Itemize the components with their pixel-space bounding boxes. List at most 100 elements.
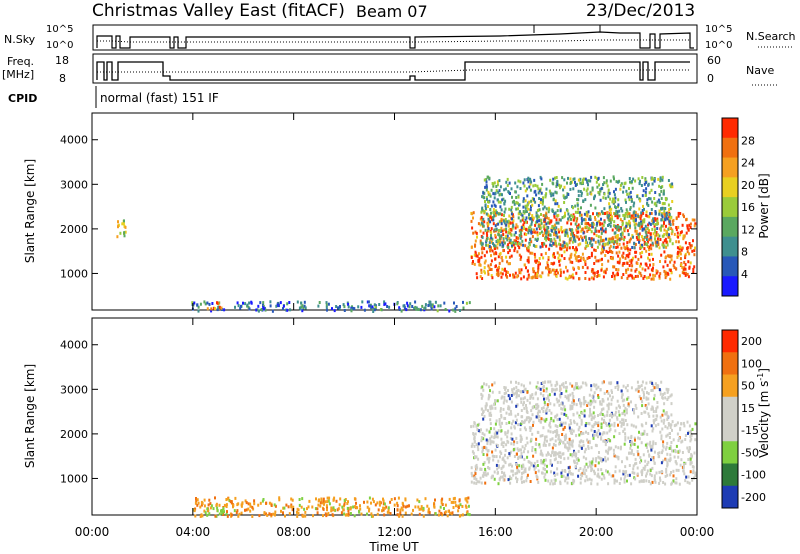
power-colorbar-label: Power [dB]	[757, 173, 771, 238]
power-cell	[481, 277, 484, 280]
velocity-cell	[484, 467, 487, 471]
velocity-cell	[607, 397, 609, 401]
power-cell	[374, 304, 377, 308]
velocity-cell	[226, 510, 228, 514]
power-cell	[522, 181, 525, 185]
velocity-cell	[214, 514, 217, 518]
velocity-cell	[508, 475, 511, 479]
velocity-cell	[487, 397, 490, 401]
power-cell	[372, 307, 375, 311]
velocity-colorbar-tick-label: 100	[741, 357, 762, 370]
velocity-cell	[418, 500, 421, 504]
velocity-cell	[578, 386, 581, 390]
power-cell	[654, 223, 657, 226]
power-cell	[545, 228, 548, 232]
power-cell	[505, 180, 508, 184]
power-cell	[635, 236, 638, 239]
power-cell	[500, 271, 502, 275]
velocity-cell	[644, 443, 647, 447]
power-cell	[616, 260, 619, 264]
velocity-cell	[487, 466, 490, 469]
power-cell	[649, 197, 652, 201]
power-cell	[554, 202, 557, 206]
velocity-cell	[553, 471, 556, 475]
velocity-cell	[489, 442, 492, 446]
velocity-cell	[600, 425, 603, 429]
power-cell	[383, 300, 386, 304]
power-cell	[656, 233, 659, 237]
power-cell	[558, 235, 561, 239]
power-cell	[489, 220, 492, 224]
velocity-cell	[553, 478, 556, 482]
velocity-cell	[512, 442, 515, 446]
power-cell	[618, 238, 621, 242]
power-cell	[628, 192, 631, 196]
power-cell	[530, 240, 533, 244]
power-cell	[490, 204, 493, 208]
velocity-cell	[626, 423, 629, 427]
power-cell	[671, 219, 674, 223]
power-cell	[530, 222, 533, 226]
velocity-cell	[480, 468, 483, 471]
power-cell	[654, 240, 657, 244]
power-cell	[481, 251, 484, 255]
velocity-cell	[490, 404, 493, 408]
power-cell	[668, 218, 671, 222]
velocity-cell	[272, 512, 275, 516]
velocity-cell	[682, 465, 685, 469]
power-cell	[684, 271, 687, 275]
velocity-cell	[608, 446, 611, 450]
power-cell	[662, 202, 665, 205]
velocity-cell	[666, 426, 669, 430]
power-cell	[524, 244, 527, 248]
velocity-cell	[562, 441, 565, 445]
velocity-cell	[484, 481, 487, 485]
velocity-cell	[570, 421, 573, 425]
power-cell	[487, 190, 490, 194]
velocity-cell	[465, 505, 468, 509]
velocity-cell	[203, 498, 206, 502]
power-cell	[634, 243, 637, 246]
velocity-cell	[452, 497, 455, 501]
velocity-cell	[270, 504, 273, 507]
velocity-cell	[675, 477, 678, 481]
power-cell	[678, 247, 681, 251]
power-cell	[625, 271, 628, 274]
power-cell	[513, 202, 516, 206]
velocity-cell	[629, 440, 632, 443]
power-cell	[527, 245, 530, 249]
power-cell	[688, 242, 691, 245]
power-cell	[487, 200, 490, 204]
power-cell	[500, 208, 503, 212]
velocity-cell	[558, 417, 561, 421]
power-cell	[545, 266, 547, 270]
velocity-cell	[565, 385, 568, 389]
velocity-cell	[665, 470, 668, 474]
velocity-cell	[584, 424, 587, 428]
velocity-cell	[371, 497, 374, 501]
power-cell	[647, 266, 650, 270]
velocity-cell	[410, 512, 413, 516]
velocity-cell	[610, 423, 613, 427]
velocity-cell	[601, 417, 603, 421]
velocity-cell	[665, 434, 668, 438]
power-cell	[282, 304, 285, 308]
velocity-cell	[536, 464, 539, 467]
velocity-cell	[510, 432, 513, 436]
power-cell	[615, 246, 618, 249]
power-cell	[580, 222, 583, 225]
velocity-cell	[562, 385, 565, 389]
velocity-cell	[607, 404, 610, 408]
velocity-cell	[677, 450, 680, 454]
velocity-cell	[661, 413, 664, 417]
power-cell	[627, 248, 630, 252]
velocity-cell	[539, 452, 542, 456]
power-cell	[526, 187, 528, 191]
power-cell	[652, 266, 654, 270]
power-cell	[408, 305, 411, 309]
velocity-cell	[542, 389, 545, 393]
velocity-cell	[654, 418, 657, 421]
velocity-cell	[514, 391, 517, 395]
power-cell	[627, 267, 630, 271]
velocity-cell	[194, 507, 197, 511]
